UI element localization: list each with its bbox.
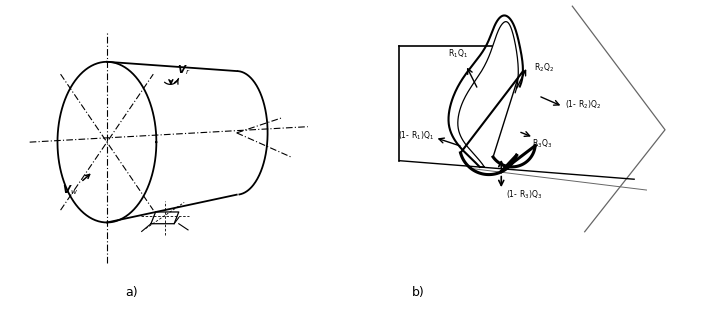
Text: R$_1$Q$_1$: R$_1$Q$_1$ — [448, 48, 468, 60]
Text: R$_3$Q$_3$: R$_3$Q$_3$ — [532, 138, 553, 150]
Text: a): a) — [125, 286, 138, 298]
Text: V$_r$: V$_r$ — [177, 64, 191, 77]
Text: R$_2$Q$_2$: R$_2$Q$_2$ — [534, 62, 554, 74]
Text: (1- R$_3$)Q$_3$: (1- R$_3$)Q$_3$ — [506, 188, 542, 201]
Text: (1- R$_2$)Q$_2$: (1- R$_2$)Q$_2$ — [565, 99, 600, 111]
Text: (1- R$_1$)Q$_1$: (1- R$_1$)Q$_1$ — [398, 130, 434, 142]
Text: b): b) — [411, 286, 424, 298]
Text: V$_w$: V$_w$ — [62, 183, 78, 197]
